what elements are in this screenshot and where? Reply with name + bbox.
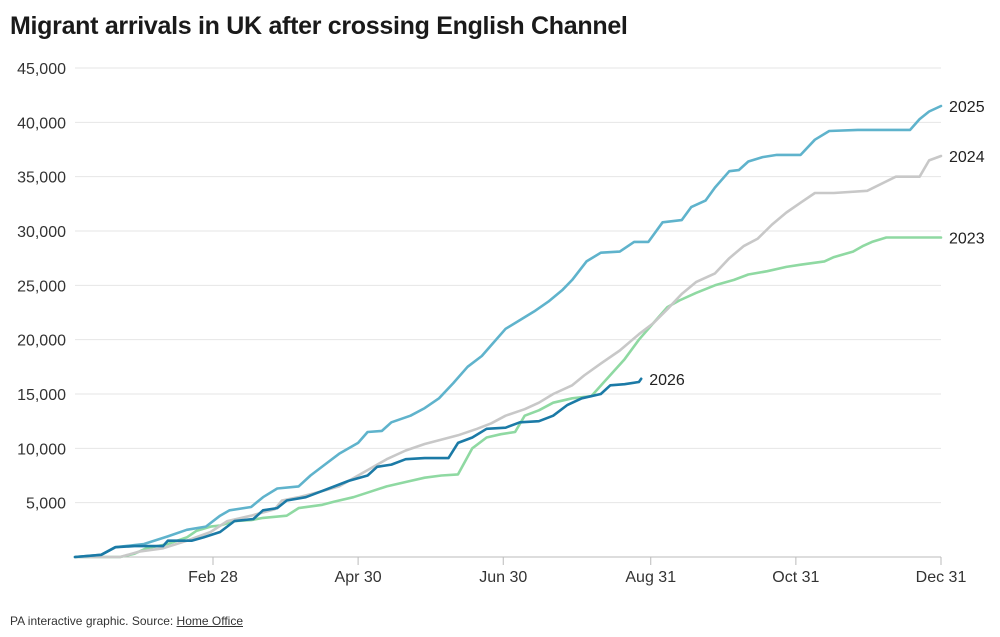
y-tick-label: 40,000	[17, 115, 66, 132]
x-tick-label: Jun 30	[479, 569, 527, 586]
series-label-2025: 2025	[949, 99, 985, 116]
x-tick-label: Dec 31	[916, 569, 967, 586]
source-link[interactable]: Home Office	[176, 614, 243, 628]
y-tick-label: 25,000	[17, 278, 66, 295]
y-tick-label: 5,000	[26, 496, 66, 513]
y-tick-label: 15,000	[17, 387, 66, 404]
x-axis: Feb 28 Apr 30 Jun 30 Aug 31 Oct 31 Dec 31	[75, 556, 967, 586]
series-labels: 2023 2024 2025 2026	[649, 99, 984, 389]
source-prefix: PA interactive graphic. Source:	[10, 614, 177, 628]
y-axis: 5,000 10,000 15,000 20,000 25,000 30,000 35,00…	[17, 61, 66, 513]
series-line-2024	[73, 154, 943, 559]
series-label-2023: 2023	[949, 231, 985, 248]
y-tick-label: 45,000	[17, 61, 66, 78]
x-tick-label: Apr 30	[335, 569, 382, 586]
x-tick-label: Aug 31	[625, 569, 676, 586]
gridlines	[75, 67, 941, 504]
series-label-2024: 2024	[949, 149, 985, 166]
y-tick-label: 20,000	[17, 333, 66, 350]
chart-title: Migrant arrivals in UK after crossing En…	[10, 12, 628, 40]
x-tick-label: Oct 31	[772, 569, 819, 586]
source-note: PA interactive graphic. Source: Home Off…	[10, 614, 243, 628]
series-lines	[73, 104, 943, 559]
series-line-2023	[73, 236, 943, 559]
y-tick-label: 30,000	[17, 224, 66, 241]
series-line-2026	[73, 377, 643, 559]
y-tick-label: 10,000	[17, 441, 66, 458]
y-tick-label: 35,000	[17, 170, 66, 187]
series-line-2025	[73, 104, 943, 559]
x-tick-label: Feb 28	[188, 569, 238, 586]
series-label-2026: 2026	[649, 372, 685, 389]
